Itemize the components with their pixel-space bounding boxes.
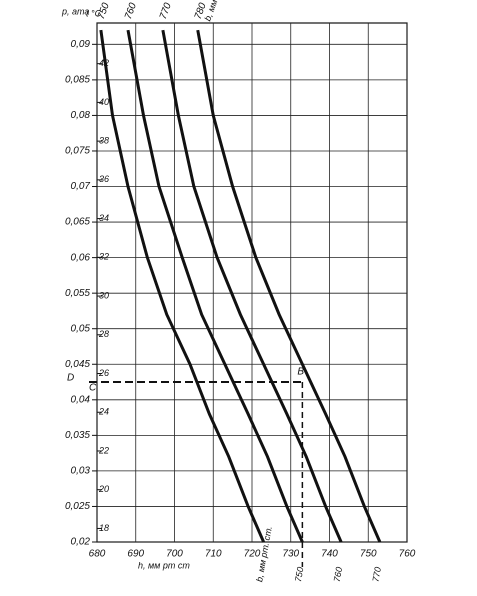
y2-tick-label: 32 [99, 252, 109, 262]
x-tick-label: 680 [89, 549, 106, 560]
y2-tick-label: 18 [99, 523, 109, 533]
y-tick-label: 0,02 [71, 537, 91, 548]
curve [126, 29, 304, 543]
point-label: C [89, 383, 97, 394]
y-tick-label: 0,025 [65, 501, 90, 512]
y-tick-label: 0,05 [71, 323, 91, 334]
curve [161, 29, 343, 543]
point-label: B [297, 367, 304, 378]
top-label: b, мм рт.ст. [202, 0, 230, 22]
x-tick-label: 720 [244, 549, 261, 560]
y2-tick-label: 24 [98, 407, 109, 417]
y-tick-label: 0,075 [65, 146, 90, 157]
y-tick-label: 0,06 [71, 252, 91, 263]
legend-label: 760 [123, 1, 139, 21]
y-tick-label: 0,04 [71, 394, 91, 405]
x-tick-label: 740 [321, 549, 338, 560]
x-axis-label: h, мм рт ст [138, 560, 190, 570]
y-tick-label: 0,07 [71, 181, 91, 192]
x-tick-label: 690 [127, 549, 144, 560]
y-tick-label: 0,045 [65, 359, 90, 370]
x-tick-label: 750 [360, 549, 377, 560]
point-label: D [67, 373, 74, 384]
y-tick-label: 0,035 [65, 430, 90, 441]
y2-tick-label: 26 [98, 368, 109, 378]
curve [196, 29, 382, 543]
x-tick-label: 700 [166, 549, 183, 560]
y2-tick-label: 40 [99, 97, 109, 107]
y-tick-label: 0,08 [71, 110, 91, 121]
y2-tick-label: 38 [99, 136, 109, 146]
y2-tick-label: 34 [99, 213, 109, 223]
y2-tick-label: 20 [98, 484, 109, 494]
y-tick-label: 0,085 [65, 75, 90, 86]
x-tick-label: 710 [205, 549, 222, 560]
bottom-label: 750 [293, 566, 305, 583]
legend-label: 750 [96, 1, 112, 21]
y2-tick-label: 36 [99, 174, 109, 184]
curve [99, 29, 265, 543]
y-tick-label: 0,03 [71, 466, 91, 477]
y2-tick-label: 30 [99, 290, 109, 300]
y2-tick-label: 28 [98, 329, 109, 339]
x-tick-label: 760 [399, 549, 416, 560]
bottom-label: 760 [332, 566, 344, 583]
x-tick-label: 730 [282, 549, 299, 560]
y-tick-label: 0,09 [71, 39, 91, 50]
y-tick-label: 0,065 [65, 217, 90, 228]
y2-tick-label: 22 [98, 445, 109, 455]
y2-axis-label: t °C [86, 8, 102, 18]
y-tick-label: 0,055 [65, 288, 90, 299]
legend-label: 770 [158, 1, 174, 21]
y-axis-label: p, ата [61, 6, 89, 16]
bottom-label: 770 [370, 566, 382, 583]
